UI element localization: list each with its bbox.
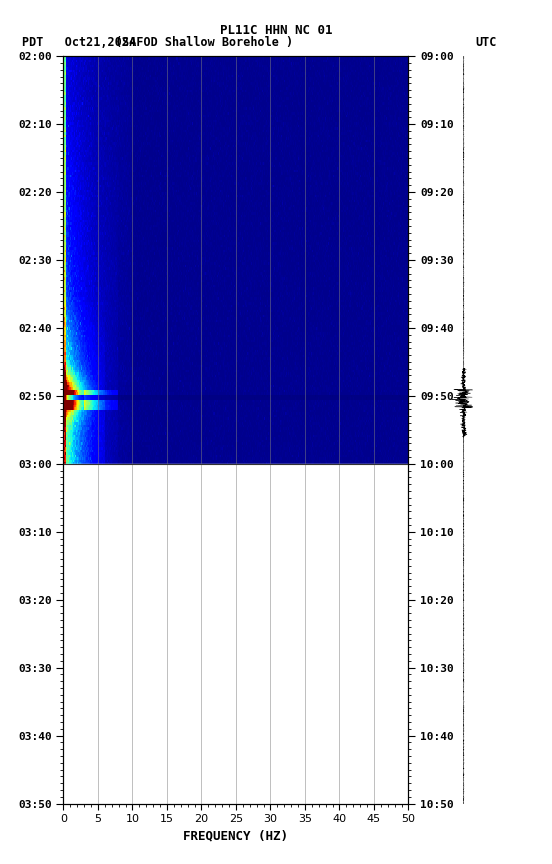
- Text: UTC: UTC: [475, 36, 496, 49]
- Text: PDT   Oct21,2024: PDT Oct21,2024: [22, 36, 136, 49]
- Text: PL11C HHN NC 01: PL11C HHN NC 01: [220, 24, 332, 37]
- X-axis label: FREQUENCY (HZ): FREQUENCY (HZ): [183, 829, 289, 842]
- Text: (SAFOD Shallow Borehole ): (SAFOD Shallow Borehole ): [115, 36, 293, 49]
